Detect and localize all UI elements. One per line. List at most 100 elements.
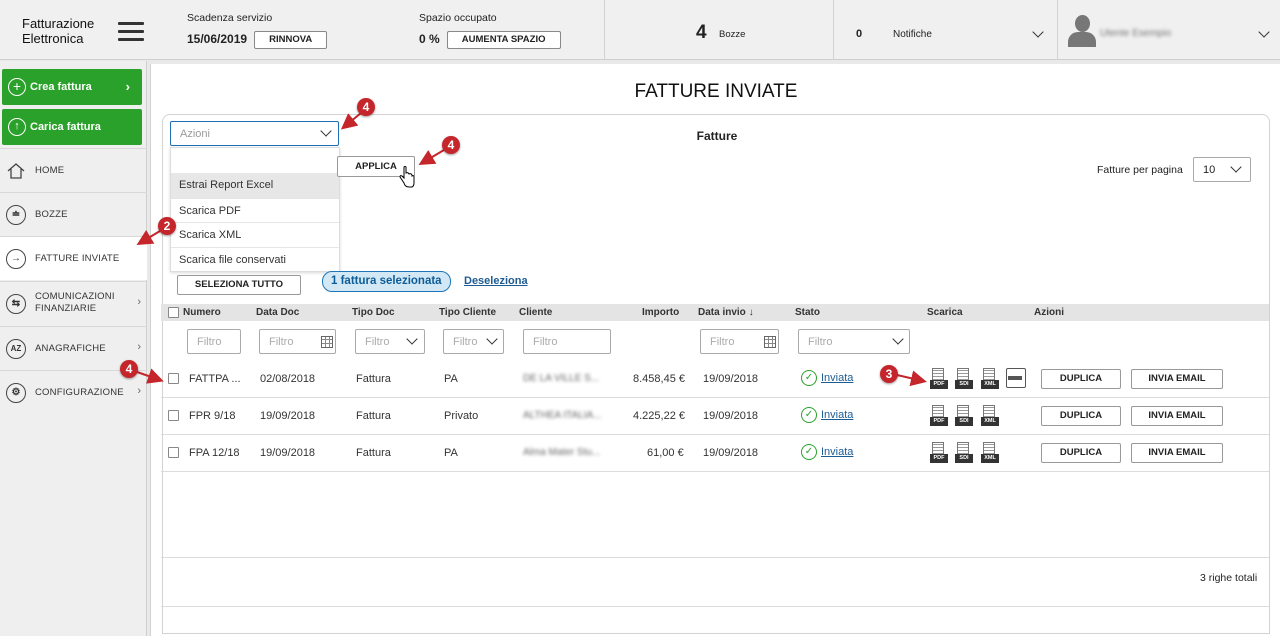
- numero-filter[interactable]: Filtro: [187, 329, 241, 354]
- home-icon: [7, 163, 25, 179]
- deseleziona-link[interactable]: Deseleziona: [464, 275, 528, 287]
- xml-download-icon[interactable]: XML: [981, 442, 999, 464]
- column-numero[interactable]: Numero: [183, 307, 221, 318]
- azioni-option-scarica-pdf[interactable]: Scarica PDF: [171, 198, 339, 223]
- user-avatar-icon[interactable]: [1067, 15, 1097, 47]
- column-azioni: Azioni: [1034, 307, 1064, 318]
- column-importo[interactable]: Importo: [642, 307, 680, 318]
- sidebar-item-fatture-inviate[interactable]: → FATTURE INVIATE: [0, 236, 147, 280]
- notifiche-label[interactable]: Notifiche: [893, 29, 932, 40]
- stato-filter[interactable]: Filtro: [798, 329, 910, 354]
- hamburger-menu-icon[interactable]: [118, 22, 144, 42]
- xml-download-icon[interactable]: XML: [981, 405, 999, 427]
- azioni-select[interactable]: Azioni: [170, 121, 339, 146]
- row-checkbox[interactable]: [168, 447, 179, 458]
- brand-line-1: Fatturazione: [22, 16, 95, 31]
- carica-fattura-button[interactable]: ↑ Carica fattura: [2, 109, 142, 145]
- aumenta-spazio-button[interactable]: AUMENTA SPAZIO: [446, 31, 561, 50]
- cell-importo: 61,00 €: [647, 447, 684, 459]
- pdf-download-icon[interactable]: PDF: [930, 368, 948, 390]
- chevron-down-icon: [1230, 161, 1242, 173]
- table-row[interactable]: FATTPA ... 02/08/2018 Fattura PA DE LA V…: [161, 361, 1269, 398]
- azioni-option-report-excel[interactable]: Estrai Report Excel: [171, 173, 339, 198]
- sidebar-item-home[interactable]: HOME: [0, 148, 147, 192]
- column-data-invio[interactable]: Data invio ↓: [698, 307, 754, 318]
- chevron-down-icon: [486, 333, 498, 345]
- column-tipo-doc[interactable]: Tipo Doc: [352, 307, 395, 318]
- column-stato[interactable]: Stato: [795, 307, 820, 318]
- duplica-button[interactable]: DUPLICA: [1041, 406, 1121, 426]
- pdf-download-icon[interactable]: PDF: [930, 405, 948, 427]
- duplica-button[interactable]: DUPLICA: [1041, 443, 1121, 463]
- cliente-filter[interactable]: Filtro: [523, 329, 611, 354]
- sdi-download-icon[interactable]: SDI: [955, 405, 973, 427]
- table-row[interactable]: FPR 9/18 19/09/2018 Fattura Privato ALTH…: [161, 398, 1269, 435]
- fatture-per-pagina-select[interactable]: 10: [1193, 157, 1251, 182]
- filter-placeholder: Filtro: [808, 336, 833, 348]
- notifiche-count[interactable]: 0: [856, 28, 863, 40]
- bozze-label[interactable]: Bozze: [719, 29, 746, 40]
- row-checkbox[interactable]: [168, 373, 179, 384]
- cell-data-invio: 19/09/2018: [703, 447, 759, 459]
- cell-cliente: DE LA VILLE S...: [523, 373, 600, 384]
- seleziona-tutto-button[interactable]: SELEZIONA TUTTO: [177, 275, 301, 295]
- stato-link[interactable]: Inviata: [821, 446, 854, 458]
- cell-data-invio: 19/09/2018: [703, 373, 759, 385]
- user-name[interactable]: Utente Esempio: [1100, 28, 1172, 39]
- cell-numero: FPA 12/18: [189, 447, 240, 459]
- cell-data-doc: 02/08/2018: [260, 373, 316, 385]
- data-doc-filter[interactable]: Filtro: [259, 329, 336, 354]
- filter-placeholder: Filtro: [533, 336, 558, 348]
- data-invio-filter[interactable]: Filtro: [700, 329, 779, 354]
- spazio-value: 0 %: [419, 32, 440, 46]
- archive-download-icon[interactable]: [1006, 368, 1028, 390]
- chevron-right-icon: ›: [137, 341, 141, 353]
- column-tipo-cliente[interactable]: Tipo Cliente: [439, 307, 497, 318]
- xml-download-icon[interactable]: XML: [981, 368, 999, 390]
- user-chevron-down-icon[interactable]: [1258, 26, 1270, 38]
- select-all-checkbox[interactable]: [168, 307, 179, 318]
- tipo-doc-filter[interactable]: Filtro: [355, 329, 425, 354]
- invia-email-button[interactable]: INVIA EMAIL: [1131, 443, 1223, 463]
- annotation-marker: 3: [880, 365, 898, 383]
- applica-button[interactable]: APPLICA: [337, 156, 415, 177]
- duplica-button[interactable]: DUPLICA: [1041, 369, 1121, 389]
- column-cliente[interactable]: Cliente: [519, 307, 553, 318]
- drafts-icon: ≐: [6, 205, 26, 225]
- sidebar-item-configurazione[interactable]: ⚙ CONFIGURAZIONE ›: [0, 370, 147, 414]
- sidebar-item-comunicazioni[interactable]: ⇆ COMUNICAZIONI FINANZIARIE ›: [0, 281, 147, 325]
- sidebar-item-bozze[interactable]: ≐ BOZZE: [0, 192, 147, 236]
- cell-importo: 4.225,22 €: [633, 410, 685, 422]
- sdi-download-icon[interactable]: SDI: [955, 368, 973, 390]
- calendar-icon[interactable]: [764, 336, 776, 348]
- stato-link[interactable]: Inviata: [821, 409, 854, 421]
- sidebar-item-label: FATTURE INVIATE: [35, 253, 120, 264]
- crea-fattura-label: Crea fattura: [30, 81, 92, 93]
- column-data-doc[interactable]: Data Doc: [256, 307, 300, 318]
- notifiche-chevron-down-icon[interactable]: [1032, 26, 1044, 38]
- check-circle-icon: ✓: [801, 444, 817, 460]
- tipo-cliente-filter[interactable]: Filtro: [443, 329, 504, 354]
- invia-email-button[interactable]: INVIA EMAIL: [1131, 369, 1223, 389]
- cell-tipo-doc: Fattura: [356, 410, 391, 422]
- fatture-per-pagina-value: 10: [1203, 164, 1216, 176]
- app-brand: Fatturazione Elettronica: [22, 16, 94, 46]
- stato-link[interactable]: Inviata: [821, 372, 854, 384]
- brand-line-2: Elettronica: [22, 31, 84, 46]
- column-scarica: Scarica: [927, 307, 963, 318]
- calendar-icon[interactable]: [321, 336, 333, 348]
- azioni-option-scarica-xml[interactable]: Scarica XML: [171, 222, 339, 247]
- crea-fattura-button[interactable]: + Crea fattura ›: [2, 69, 142, 105]
- invia-email-button[interactable]: INVIA EMAIL: [1131, 406, 1223, 426]
- table-row[interactable]: FPA 12/18 19/09/2018 Fattura PA Alma Mat…: [161, 435, 1269, 472]
- az-icon: AZ: [6, 339, 26, 359]
- sdi-download-icon[interactable]: SDI: [955, 442, 973, 464]
- cell-tipo-doc: Fattura: [356, 447, 391, 459]
- pdf-download-icon[interactable]: PDF: [930, 442, 948, 464]
- bozze-count[interactable]: 4: [696, 22, 707, 43]
- azioni-option-scarica-conservati[interactable]: Scarica file conservati: [171, 247, 339, 272]
- sidebar-item-anagrafiche[interactable]: AZ ANAGRAFICHE ›: [0, 326, 147, 370]
- rinnova-button[interactable]: RINNOVA: [254, 31, 328, 50]
- row-checkbox[interactable]: [168, 410, 179, 421]
- annotation-marker: 2: [158, 217, 176, 235]
